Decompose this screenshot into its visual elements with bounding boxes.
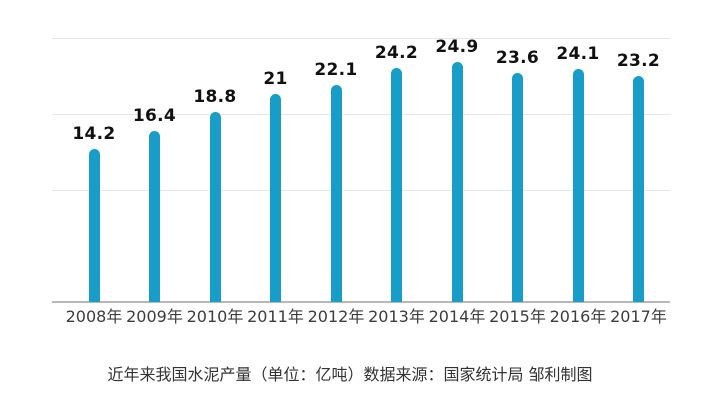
bar-value-label: 14.2: [72, 124, 116, 144]
chart-caption: 近年来我国水泥产量（单位：亿吨）数据来源：国家统计局 邹利制图: [107, 365, 593, 384]
x-axis-tick-label: 2009年: [126, 307, 183, 326]
gridline: [52, 190, 670, 191]
bar-value-label: 21: [263, 69, 288, 89]
bar-value-label: 24.1: [556, 44, 600, 64]
bar-value-label: 16.4: [132, 106, 177, 126]
bar: [512, 73, 523, 302]
bar: [209, 112, 221, 302]
x-axis-tick-label: 2010年: [186, 307, 244, 326]
x-axis-tick-label: 2011年: [247, 307, 304, 326]
x-axis-tick-label: 2013年: [368, 307, 425, 326]
bar: [149, 131, 160, 302]
x-axis-tick-label: 2017年: [610, 307, 667, 326]
bar-value-label: 24.9: [435, 37, 479, 57]
bar-value-label: 24.2: [374, 43, 419, 63]
x-axis-tick-label: 2015年: [489, 307, 546, 326]
bar-value-label: 22.1: [314, 60, 358, 80]
bar: [330, 85, 342, 302]
bar: [270, 94, 281, 302]
bar: [633, 76, 644, 302]
bar-value-label: 23.6: [495, 48, 540, 68]
x-axis-line: [52, 301, 670, 303]
bar: [88, 149, 100, 302]
x-axis-tick-label: 2008年: [65, 307, 123, 326]
bar-value-label: 23.2: [616, 51, 661, 71]
gridline: [52, 114, 670, 115]
bar: [451, 62, 463, 302]
x-axis-tick-label: 2012年: [307, 307, 365, 326]
x-axis-tick-label: 2014年: [428, 307, 486, 326]
bar-value-label: 18.8: [193, 87, 237, 107]
gridline: [52, 38, 670, 39]
x-axis-tick-label: 2016年: [549, 307, 607, 326]
bar: [391, 68, 402, 302]
bar: [572, 69, 584, 302]
